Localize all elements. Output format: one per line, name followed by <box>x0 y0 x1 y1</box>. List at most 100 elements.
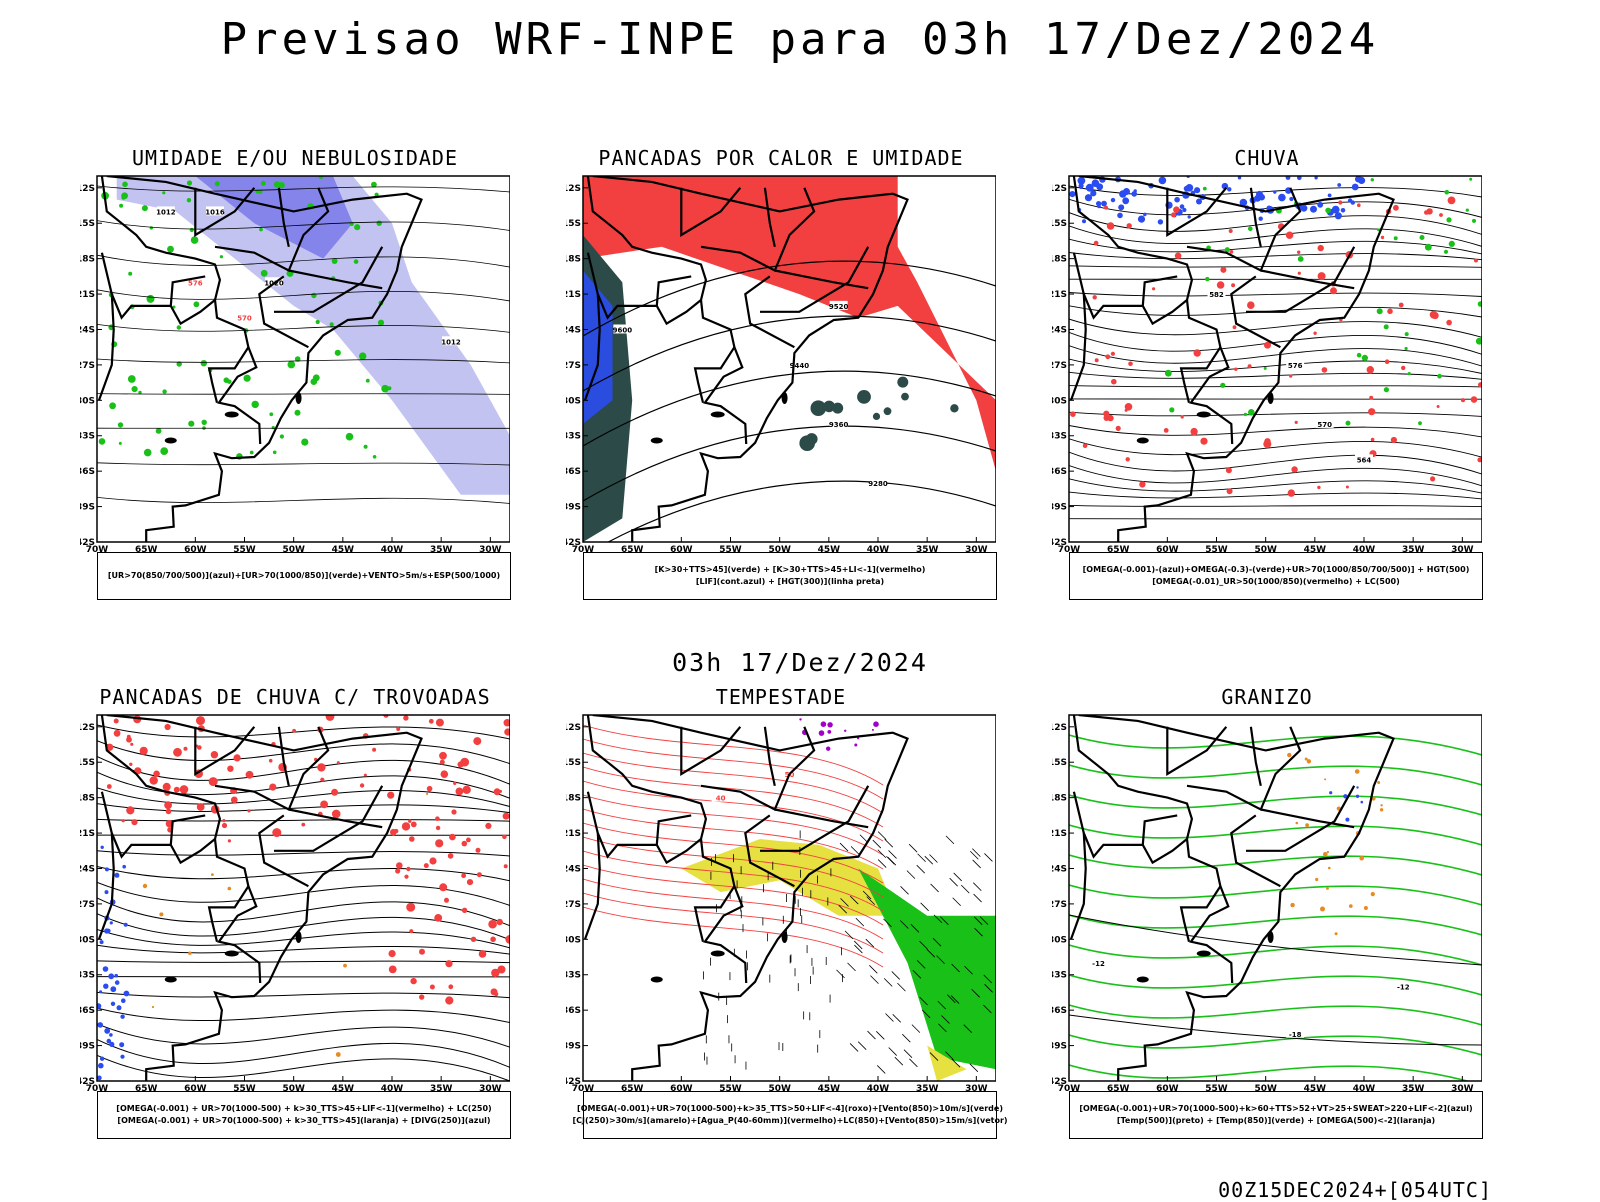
wind-vector <box>889 1048 897 1056</box>
contour-label: 1016 <box>205 208 225 216</box>
omega-area-red <box>1313 332 1316 335</box>
humidity-contour-green <box>109 402 116 409</box>
storm-area-red <box>485 823 491 829</box>
storm-area-red <box>140 747 148 755</box>
panel-title: UMIDADE E/OU NEBULOSIDADE <box>80 146 510 170</box>
omega-area-green <box>1248 227 1253 232</box>
storm-area-red <box>402 822 410 830</box>
omega-area-green <box>1325 208 1331 214</box>
storm-area-red <box>477 872 482 877</box>
country-border <box>585 833 600 939</box>
temp850-contour-green <box>1069 825 1482 845</box>
storm-area-red <box>332 810 341 819</box>
omega-area-blue <box>1352 184 1359 191</box>
humidity-contour-green <box>162 191 165 194</box>
lat-tick-label: 24S <box>1052 864 1067 874</box>
map-pancadas-calor: 9600952094409360928012S15S18S21S24S27S30… <box>566 170 996 555</box>
country-border <box>657 276 701 323</box>
lat-tick-label: 21S <box>566 290 581 300</box>
hgt500-streamline <box>1069 439 1482 457</box>
storm-area-purple <box>854 744 857 747</box>
omega-area-red <box>1401 366 1405 370</box>
humidity-contour-green <box>273 451 277 455</box>
storm-area-red <box>403 715 408 720</box>
omega-area-blue <box>1196 199 1202 205</box>
divergence-area-blue <box>119 1042 124 1047</box>
divergence-area-blue <box>109 1033 113 1037</box>
lat-tick-label: 30S <box>566 935 581 945</box>
wind-vector <box>974 894 982 902</box>
temp850-contour-green <box>1069 1005 1482 1025</box>
wind-vector <box>888 857 896 865</box>
humidity-contour-green <box>261 181 266 186</box>
divergence-area-blue <box>122 865 126 869</box>
lat-tick-label: 39S <box>566 503 581 513</box>
divergence-area-blue <box>101 846 104 849</box>
humidity-contour-green <box>142 205 148 211</box>
storm-area-red <box>197 745 202 750</box>
omega-area-red <box>1107 222 1115 230</box>
omega-area-green <box>1405 332 1409 336</box>
storm-area-red <box>122 819 125 822</box>
contour-label: 40 <box>716 795 726 803</box>
lat-tick-label: 30S <box>80 935 95 945</box>
storm-area-purple <box>827 730 831 734</box>
hgt500-streamline <box>1069 505 1482 506</box>
humidity-contour-green <box>187 198 191 202</box>
lc250-streamline <box>97 741 510 764</box>
wind-vector <box>904 1050 912 1058</box>
omega-area-red <box>1227 488 1233 494</box>
lake-marker <box>165 437 177 443</box>
omega-area-red <box>1318 245 1324 251</box>
storm-area-orange <box>336 1052 341 1057</box>
lc250-streamline <box>97 1008 510 1023</box>
omega500-area-orange <box>1335 932 1338 935</box>
map-frame <box>1069 176 1482 542</box>
contour-label: 570 <box>237 315 252 323</box>
storm-area-red <box>461 873 466 878</box>
omega-area-red <box>1437 405 1440 408</box>
humidity-contour-green <box>215 181 220 186</box>
storm-area-red <box>419 949 425 955</box>
humidity-contour-green <box>119 204 123 208</box>
omega-area-green <box>1420 235 1425 240</box>
omega-area-red <box>1446 320 1452 326</box>
lat-tick-label: 15S <box>80 758 95 768</box>
omega-area-blue <box>1134 189 1137 192</box>
contour-label: 1012 <box>441 338 461 346</box>
lake-marker <box>711 950 725 956</box>
storm-area-red <box>107 784 112 789</box>
lat-tick-label: 39S <box>80 1042 95 1052</box>
coastline <box>1079 715 1394 1081</box>
omega500-area-orange <box>1380 808 1383 811</box>
storm-area-red <box>209 777 218 786</box>
panel-title: GRANIZO <box>1052 685 1482 709</box>
lat-tick-label: 30S <box>1052 935 1067 945</box>
humidity-contour-green <box>147 295 155 303</box>
storm-area-red <box>488 920 497 929</box>
storm-area-red <box>246 771 254 779</box>
omega-area-red <box>1430 476 1435 481</box>
storm-area-red <box>409 836 415 842</box>
omega-area-red <box>1111 379 1117 385</box>
humidity-contour-green <box>188 421 194 427</box>
wind-vector <box>870 976 878 984</box>
omega-area-red <box>1247 301 1255 309</box>
storm-area-red <box>436 719 444 727</box>
instability-spot-green <box>901 393 909 401</box>
panel-title: TEMPESTADE <box>566 685 996 709</box>
storm-area-red <box>473 737 481 745</box>
storm-area-red <box>164 801 172 809</box>
forecast-time-title: 03h 17/Dez/2024 <box>0 648 1600 677</box>
storm-area-red <box>153 771 160 778</box>
wind-vector <box>845 931 853 939</box>
humidity-contour-green <box>280 434 284 438</box>
lat-tick-label: 39S <box>1052 1042 1067 1052</box>
contour-label: 9600 <box>613 326 633 334</box>
wind-vector <box>856 918 864 926</box>
storm-area-red <box>504 719 511 726</box>
map-umidade: 101210161020101257657012S15S18S21S24S27S… <box>80 170 510 555</box>
storm-area-purple <box>821 721 827 727</box>
storm-area-red <box>269 759 273 763</box>
storm-area-red <box>150 776 158 784</box>
